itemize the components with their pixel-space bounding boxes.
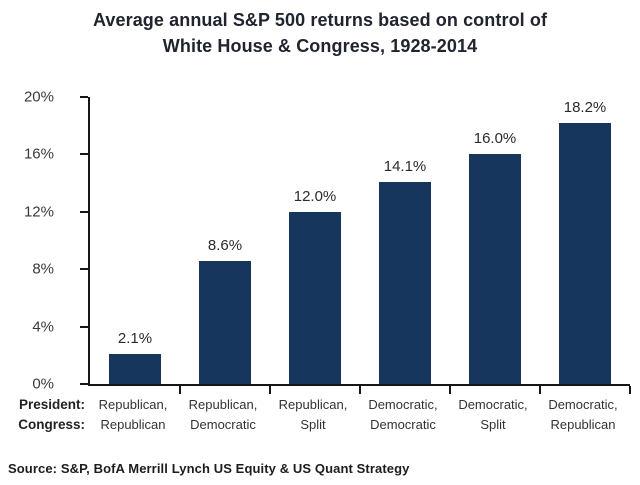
- bar-column: 12.0%: [270, 97, 361, 394]
- plot-area: 0% 4% 8% 12% 16% 20% 2.1% 8.6% 12.0% 14.1% 16.0% 1…: [24, 89, 631, 394]
- category-congress: Republican: [550, 417, 616, 432]
- y-axis-tick-label: 0%: [32, 375, 54, 393]
- y-axis-tick-label: 4%: [32, 318, 54, 336]
- chart-title-line2: White House & Congress, 1928-2014: [162, 36, 478, 56]
- x-axis-tick: [629, 386, 631, 394]
- bars-container: 2.1% 8.6% 12.0% 14.1% 16.0% 18.2%: [90, 97, 631, 394]
- y-axis-tick: [80, 96, 88, 98]
- bar: [469, 154, 521, 384]
- x-axis-tick: [179, 386, 181, 394]
- bar-column: 14.1%: [360, 97, 451, 394]
- y-axis-tick: [80, 153, 88, 156]
- bar-column: 18.2%: [540, 97, 631, 394]
- y-axis-tick-label: 20%: [23, 88, 54, 106]
- category-president: Republican,: [278, 397, 348, 412]
- chart-title-line1: Average annual S&P 500 returns based on …: [92, 10, 548, 30]
- bar-column: 2.1%: [90, 97, 181, 394]
- category-president: Democratic,: [458, 397, 528, 412]
- bar-value-label: 18.2%: [563, 98, 607, 116]
- bar-value-label: 14.1%: [383, 157, 427, 175]
- category-label: Republican, Democratic: [178, 395, 268, 435]
- category-congress: Split: [480, 417, 506, 432]
- bar: [379, 181, 431, 384]
- category-label: Democratic, Republican: [538, 395, 628, 435]
- y-axis-tick: [80, 383, 88, 385]
- x-axis-row-headers: President: Congress:: [0, 395, 85, 435]
- row-header-congress: Congress:: [18, 417, 85, 432]
- category-congress: Split: [300, 417, 326, 432]
- chart-title: Average annual S&P 500 returns based on …: [0, 7, 640, 59]
- bar-value-label: 2.1%: [117, 329, 153, 347]
- y-axis-tick-label: 12%: [23, 203, 54, 221]
- x-axis-tick: [359, 386, 361, 394]
- y-axis-tick: [80, 268, 88, 271]
- x-axis-tick: [539, 386, 541, 394]
- y-axis-tick-label: 8%: [32, 260, 54, 278]
- category-president: Republican,: [188, 397, 258, 412]
- row-header-president: President:: [18, 397, 85, 412]
- bar: [559, 122, 611, 384]
- x-axis-tick: [269, 386, 271, 394]
- category-label: Democratic, Split: [448, 395, 538, 435]
- source-note: Source: S&P, BofA Merrill Lynch US Equit…: [8, 461, 410, 476]
- y-axis-tick: [80, 325, 88, 328]
- category-president: Democratic,: [368, 397, 438, 412]
- bar: [199, 260, 251, 384]
- category-president: Democratic,: [548, 397, 618, 412]
- category-congress: Republican: [100, 417, 166, 432]
- category-label: Republican, Split: [268, 395, 358, 435]
- category-congress: Democratic: [370, 417, 436, 432]
- category-label: Democratic, Democratic: [358, 395, 448, 435]
- bar-value-label: 8.6%: [207, 236, 243, 254]
- category-congress: Democratic: [190, 417, 256, 432]
- y-axis-tick: [80, 210, 88, 213]
- y-axis-tick-label: 16%: [23, 145, 54, 163]
- bar-value-label: 16.0%: [473, 130, 517, 148]
- category-president: Republican,: [98, 397, 168, 412]
- bar-column: 8.6%: [180, 97, 271, 394]
- bar: [109, 353, 161, 384]
- category-labels: Republican, Republican Republican, Democrat…: [88, 395, 628, 435]
- x-axis-tick: [449, 386, 451, 394]
- bar-column: 16.0%: [450, 97, 541, 394]
- bar: [289, 211, 341, 384]
- bar-value-label: 12.0%: [293, 187, 337, 205]
- category-label: Republican, Republican: [88, 395, 178, 435]
